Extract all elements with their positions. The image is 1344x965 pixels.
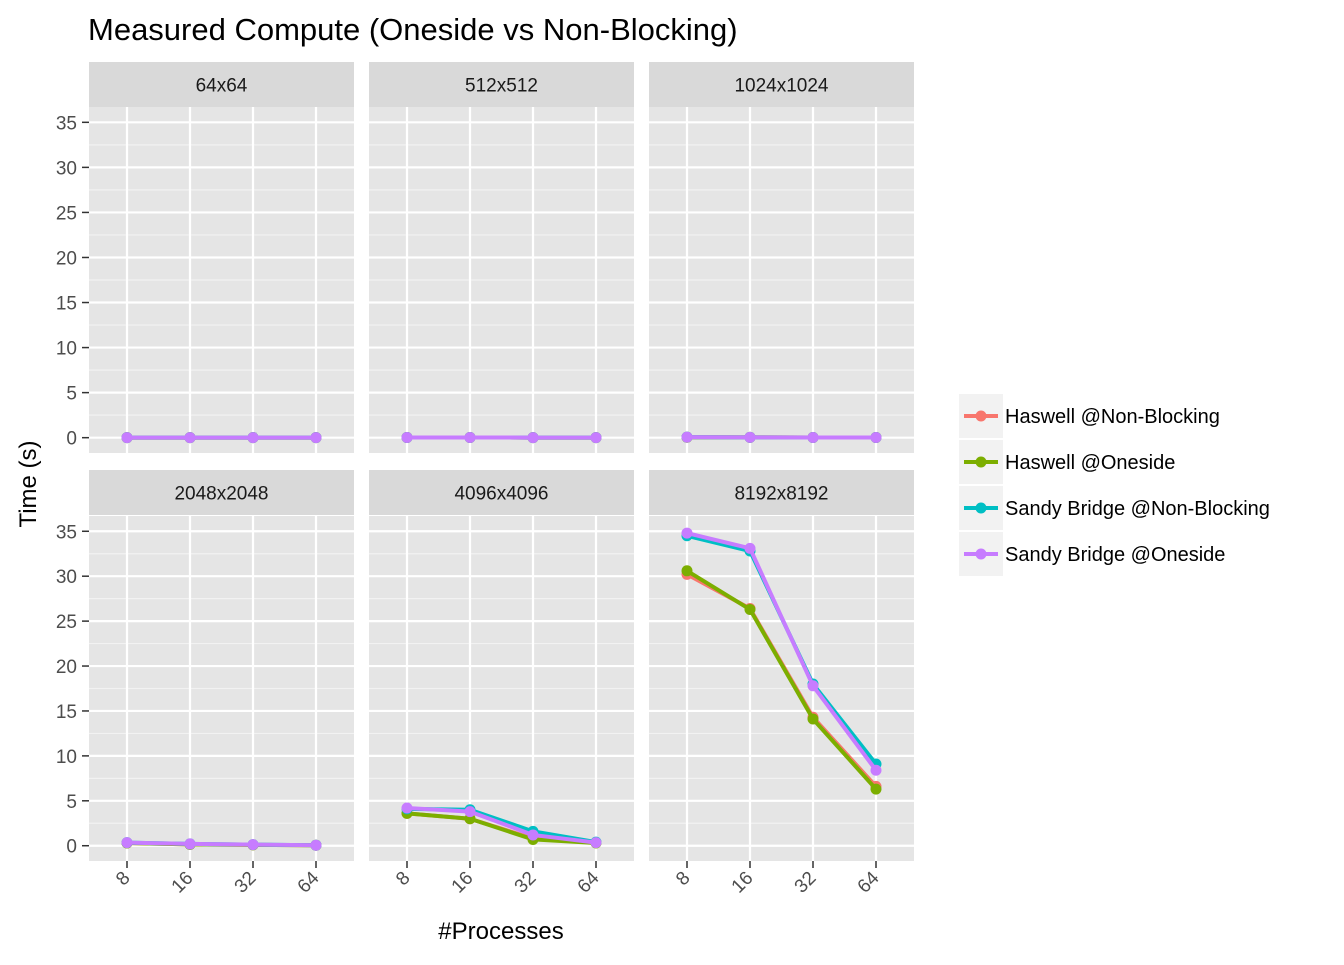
x-tick-label: 64 <box>294 867 324 897</box>
y-tick-label: 20 <box>56 657 77 678</box>
y-tick-label: 10 <box>56 747 77 768</box>
facet-strip-label: 2048x2048 <box>174 484 268 505</box>
x-axis-label: #Processes <box>438 918 563 945</box>
data-point <box>808 714 819 725</box>
facet-panels: 64x64 0 5 10 15 20 25 30 35 512x512 1024x1024 2048x… <box>56 62 914 897</box>
data-point <box>122 837 133 848</box>
data-point <box>185 838 196 849</box>
legend: Haswell @Non-Blocking Haswell @Oneside San… <box>959 394 1270 576</box>
legend-label: Haswell @Oneside <box>1005 452 1175 474</box>
data-point <box>682 432 693 443</box>
legend-entry: Sandy Bridge @Oneside <box>959 532 1225 576</box>
facet-panel-512x512: 512x512 <box>369 62 634 453</box>
data-point <box>185 432 196 443</box>
facet-panel-8192x8192: 8192x8192 8 16 32 64 <box>649 470 914 897</box>
data-point <box>528 829 539 840</box>
x-tick-label: 16 <box>168 868 198 898</box>
data-point <box>311 840 322 851</box>
data-point <box>871 432 882 443</box>
facet-panel-2048x2048: 2048x2048 0 5 10 15 20 25 30 35 8 16 32 64 <box>56 470 354 897</box>
data-point <box>465 432 476 443</box>
y-tick-label: 0 <box>66 837 77 858</box>
data-point <box>122 432 133 443</box>
x-tick-label: 8 <box>672 868 694 890</box>
x-tick-label: 16 <box>728 868 758 898</box>
y-axis-label: Time (s) <box>15 440 42 527</box>
data-point <box>745 432 756 443</box>
x-tick-label: 8 <box>112 868 134 890</box>
y-tick-label: 5 <box>66 384 77 405</box>
data-point <box>402 432 413 443</box>
data-point <box>745 604 756 615</box>
y-tick-label: 5 <box>66 792 77 813</box>
y-tick-label: 20 <box>56 248 77 269</box>
y-tick-label: 30 <box>56 158 77 179</box>
x-tick-label: 8 <box>392 868 414 890</box>
series-line <box>127 843 316 846</box>
facet-strip-label: 64x64 <box>196 76 248 97</box>
legend-key-point <box>976 457 987 468</box>
legend-label: Haswell @Non-Blocking <box>1005 406 1220 428</box>
x-tick-label: 64 <box>574 867 604 897</box>
facet-strip-label: 4096x4096 <box>454 484 548 505</box>
legend-key-point <box>976 549 987 560</box>
legend-key-point <box>976 503 987 514</box>
facet-strip-label: 512x512 <box>465 76 538 97</box>
data-point <box>808 432 819 443</box>
legend-label: Sandy Bridge @Oneside <box>1005 544 1225 566</box>
data-point <box>402 802 413 813</box>
data-point <box>311 432 322 443</box>
facet-panel-1024x1024: 1024x1024 <box>649 62 914 453</box>
y-tick-label: 15 <box>56 294 77 315</box>
facet-panel-4096x4096: 4096x4096 8 16 32 64 <box>369 470 634 897</box>
data-point <box>871 784 882 795</box>
legend-label: Sandy Bridge @Non-Blocking <box>1005 498 1270 520</box>
data-point <box>591 432 602 443</box>
facet-strip-label: 8192x8192 <box>734 484 828 505</box>
legend-entry: Sandy Bridge @Non-Blocking <box>959 486 1270 530</box>
legend-entry: Haswell @Non-Blocking <box>959 394 1220 438</box>
data-point <box>871 765 882 776</box>
data-point <box>528 432 539 443</box>
data-point <box>248 839 259 850</box>
data-point <box>682 565 693 576</box>
y-tick-label: 10 <box>56 339 77 360</box>
y-tick-label: 25 <box>56 203 77 224</box>
data-point <box>248 432 259 443</box>
data-point <box>591 837 602 848</box>
y-tick-label: 25 <box>56 612 77 633</box>
y-tick-label: 30 <box>56 567 77 588</box>
data-point <box>465 806 476 817</box>
data-point <box>808 680 819 691</box>
legend-key-point <box>976 411 987 422</box>
x-tick-label: 16 <box>448 868 478 898</box>
y-tick-label: 35 <box>56 113 77 134</box>
data-point <box>682 528 693 539</box>
x-tick-label: 32 <box>791 868 821 898</box>
x-tick-label: 64 <box>854 867 884 897</box>
x-tick-label: 32 <box>511 868 541 898</box>
legend-entry: Haswell @Oneside <box>959 440 1175 484</box>
y-tick-label: 0 <box>66 429 77 450</box>
y-tick-label: 15 <box>56 702 77 723</box>
facet-strip-label: 1024x1024 <box>734 76 828 97</box>
facet-panel-64x64: 64x64 0 5 10 15 20 25 30 35 <box>56 62 354 453</box>
chart-title: Measured Compute (Oneside vs Non-Blockin… <box>88 12 738 47</box>
data-point <box>745 543 756 554</box>
x-tick-label: 32 <box>231 868 261 898</box>
y-tick-label: 35 <box>56 522 77 543</box>
